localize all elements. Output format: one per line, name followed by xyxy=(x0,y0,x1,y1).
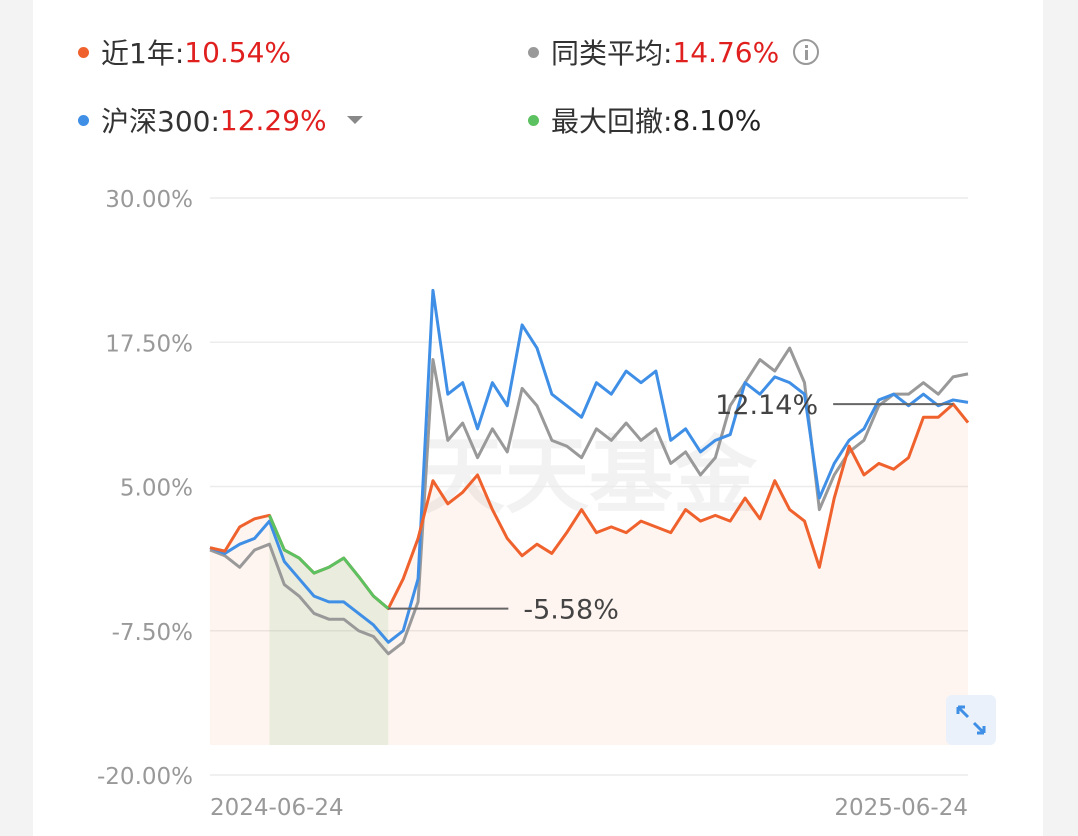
fund-card: 近1年: 10.54% 同类平均: 14.76% 沪深300: 12.29% 最大回撤: 8.… xyxy=(33,0,1043,836)
legend-label: 最大回撤: xyxy=(551,105,673,138)
dropdown-arrow[interactable] xyxy=(346,116,363,124)
legend-value: 10.54% xyxy=(184,35,292,69)
series-line xyxy=(209,346,969,656)
series-line xyxy=(268,514,390,610)
y-tick-label: 30.00% xyxy=(105,187,193,213)
expand-bg[interactable] xyxy=(946,695,996,745)
legend-label: 沪深300: xyxy=(101,105,220,138)
y-tick-label: -20.00% xyxy=(97,764,193,790)
y-tick-label: 5.00% xyxy=(120,476,193,502)
y-tick-label: 17.50% xyxy=(105,331,193,357)
info-icon[interactable] xyxy=(793,39,820,65)
legend-label: 近1年: xyxy=(101,37,185,70)
chart: 天天基金-20.00%-7.50%5.00%17.50%30.00%2024-0… xyxy=(97,187,996,821)
legend-item: 沪深300: 12.29% xyxy=(78,100,363,140)
expand-icon[interactable] xyxy=(956,705,986,735)
legend-item: 同类平均: 14.76% xyxy=(528,32,820,72)
annotation-label: -5.58% xyxy=(523,595,619,626)
y-tick-label: -7.50% xyxy=(112,620,193,646)
legend-dot xyxy=(528,46,539,58)
legend-item: 近1年: 10.54% xyxy=(78,32,291,72)
legend-value: 8.10% xyxy=(672,103,762,137)
annotation-label: 12.14% xyxy=(715,390,818,421)
series-line xyxy=(209,288,969,644)
legend-value: 14.76% xyxy=(672,35,780,69)
legend-item: 最大回撤: 8.10% xyxy=(528,100,761,140)
legend-value: 12.29% xyxy=(219,103,327,137)
legend: 近1年: 10.54% 同类平均: 14.76% 沪深300: 12.29% 最大回撤: 8.… xyxy=(33,0,1043,170)
expand-button[interactable] xyxy=(946,695,996,745)
legend-dot xyxy=(78,46,89,58)
area xyxy=(269,515,389,745)
legend-dot xyxy=(78,114,89,126)
legend-dot xyxy=(528,114,539,126)
x-tick-label: 2024-06-24 xyxy=(210,795,344,821)
legend-label: 同类平均: xyxy=(551,37,673,70)
x-tick-label: 2025-06-24 xyxy=(834,795,968,821)
